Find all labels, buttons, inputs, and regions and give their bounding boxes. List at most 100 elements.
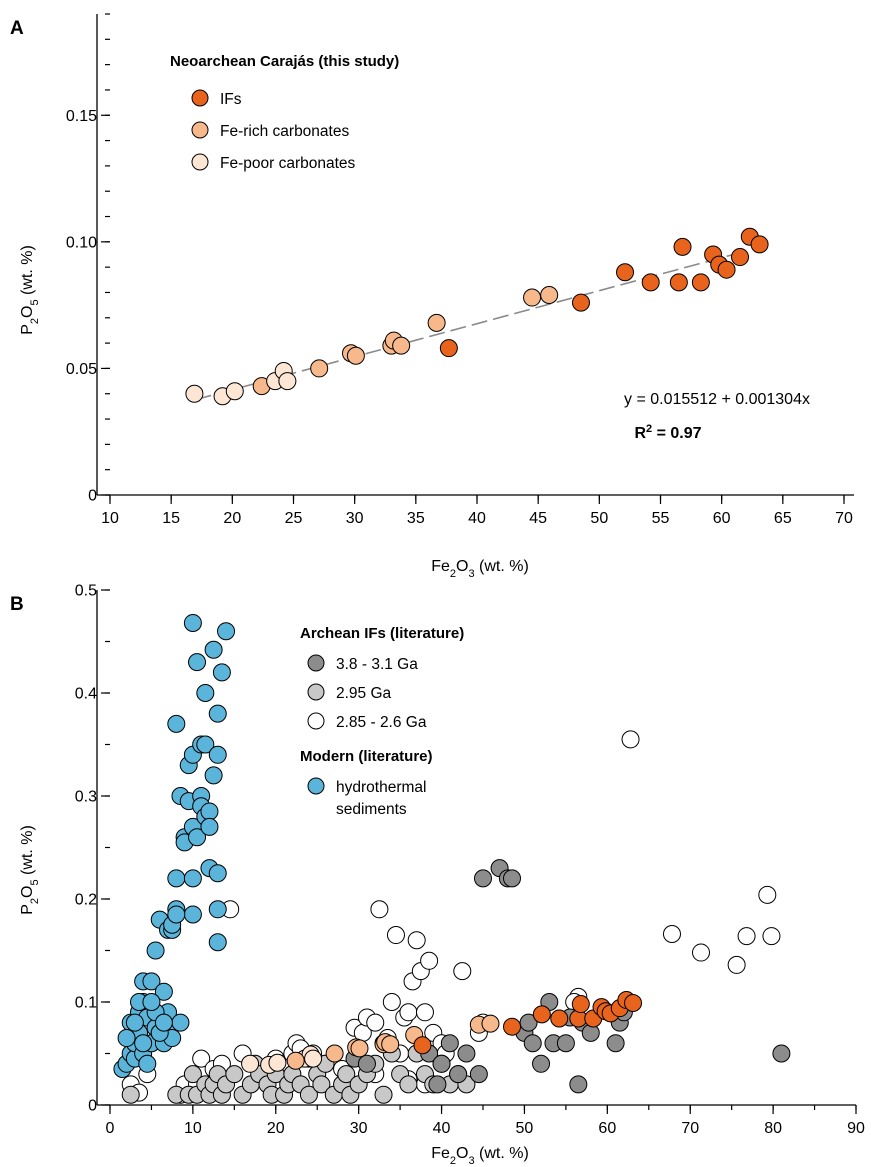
legend-b-label-2-85-ga: 2.85 - 2.6 Ga	[336, 714, 427, 731]
panel-a-x-ticks: 10 15 20 25 30 35 40 45 50 55 60 65 70	[101, 495, 853, 527]
point-hydrothermal-sediments	[171, 1013, 190, 1032]
point-3-8-3-1-ga	[428, 1075, 447, 1094]
x-tick-label: 45	[529, 510, 547, 527]
y-tick-label: 0	[88, 1098, 97, 1115]
point-2-85-2-6-ga	[453, 962, 472, 981]
point-fe-rich-carbonates	[392, 336, 411, 355]
panel-b-y-ticks: 0 0.1 0.2 0.3 0.4 0.5	[75, 583, 110, 1115]
legend-b-marker-3-8-ga	[307, 654, 325, 672]
point-fe-poor-carbonates	[185, 384, 204, 403]
point-ifs	[669, 273, 688, 292]
point-ifs	[503, 1017, 522, 1036]
point-3-8-3-1-ga	[772, 1044, 791, 1063]
point-hydrothermal-sediments	[142, 993, 161, 1011]
point-3-8-3-1-ga	[503, 869, 522, 888]
point-3-8-3-1-ga	[474, 869, 492, 888]
point-hydrothermal-sediments	[183, 613, 202, 632]
point-2-85-2-6-ga	[382, 993, 401, 1011]
point-ifs	[750, 235, 769, 254]
point-fe-rich-carbonates	[350, 1039, 369, 1058]
point-hydrothermal-sediments	[167, 905, 186, 924]
x-tick-label: 10	[101, 510, 119, 527]
point-hydrothermal-sediments	[188, 828, 207, 847]
point-hydrothermal-sediments	[188, 653, 207, 672]
point-hydrothermal-sediments	[142, 972, 161, 991]
y-tick-label: 0.5	[75, 583, 97, 600]
point-ifs	[691, 273, 710, 292]
panel-letter-b: B	[10, 594, 24, 615]
point-3-8-3-1-ga	[532, 1054, 551, 1073]
panel-b: B 0 0.1 0.2 0.3 0.4 0.5 0 10 20 30 40 50 60 70 80 90 F…	[10, 583, 865, 1167]
point-fe-rich-carbonates	[481, 1014, 500, 1033]
point-hydrothermal-sediments	[154, 982, 173, 1001]
panel-b-legend-modern: hydrothermal sediments	[307, 777, 426, 818]
panel-a-equation: y = 0.015512 + 0.001304x	[624, 391, 810, 408]
point-hydrothermal-sediments	[208, 704, 227, 723]
x-tick-label: 60	[713, 510, 731, 527]
point-fe-rich-carbonates	[381, 1035, 400, 1054]
x-tick-label: 70	[681, 1120, 699, 1137]
point-hydrothermal-sediments	[154, 1013, 173, 1032]
x-tick-label: 0	[106, 1120, 115, 1137]
point-fe-rich-carbonates	[523, 288, 542, 307]
point-fe-poor-carbonates	[268, 1053, 287, 1072]
legend-b-marker-hydrothermal	[307, 777, 325, 795]
panel-a: A 0 0.05 0.10 0.15 10 15 20 25 30 35 40 45 50 55 60 65…	[10, 13, 854, 580]
legend-a-label-fe-poor: Fe-poor carbonates	[220, 155, 356, 172]
point-3-8-3-1-ga	[469, 1065, 488, 1084]
point-hydrothermal-sediments	[134, 1034, 153, 1053]
x-tick-label: 80	[764, 1120, 782, 1137]
point-hydrothermal-sediments	[167, 869, 186, 888]
panel-a-y-ticks: 0 0.05 0.10 0.15	[66, 13, 110, 505]
point-2-85-2-6-ga	[399, 1003, 418, 1022]
point-hydrothermal-sediments	[196, 735, 215, 754]
point-3-8-3-1-ga	[556, 1034, 575, 1053]
point-3-8-3-1-ga	[432, 1054, 451, 1073]
panel-b-points	[113, 613, 791, 1104]
point-2-85-2-6-ga	[737, 927, 756, 946]
x-tick-label: 55	[652, 510, 670, 527]
legend-a-label-fe-rich: Fe-rich carbonates	[220, 123, 349, 140]
legend-b-label-hydrothermal-1: hydrothermal	[336, 779, 426, 796]
legend-b-label-hydrothermal-2: sediments	[336, 801, 407, 818]
point-ifs	[571, 995, 590, 1014]
legend-b-marker-2-85-ga	[307, 712, 325, 730]
point-2-95-ga	[225, 1065, 244, 1084]
x-tick-label: 20	[223, 510, 241, 527]
x-tick-label: 90	[847, 1120, 865, 1137]
point-3-8-3-1-ga	[606, 1034, 625, 1053]
x-tick-label: 30	[346, 510, 364, 527]
y-tick-label: 0.3	[75, 789, 97, 806]
point-hydrothermal-sediments	[208, 933, 227, 952]
legend-a-marker-ifs	[191, 89, 209, 107]
panel-a-y-axis-title: P2O5 (wt. %)	[19, 245, 41, 335]
panel-a-points	[185, 227, 769, 406]
panel-letter-a: A	[10, 18, 24, 39]
point-hydrothermal-sediments	[208, 864, 227, 883]
panel-b-y-axis-title: P2O5 (wt. %)	[19, 825, 41, 915]
r2-value: = 0.97	[652, 425, 701, 442]
point-ifs	[731, 248, 750, 267]
point-2-95-ga	[299, 1085, 318, 1104]
legend-b-marker-2-95-ga	[307, 683, 325, 701]
x-tick-label: 40	[468, 510, 486, 527]
y-tick-label: 0	[88, 488, 97, 505]
point-ifs	[641, 273, 660, 292]
point-hydrothermal-sediments	[212, 663, 231, 682]
legend-a-label-ifs: IFs	[220, 91, 242, 108]
point-3-8-3-1-ga	[519, 1013, 538, 1032]
point-fe-poor-carbonates	[278, 372, 297, 391]
point-fe-rich-carbonates	[427, 313, 446, 332]
r2-label: R	[634, 425, 646, 442]
point-2-85-2-6-ga	[192, 1049, 211, 1068]
legend-a-marker-fe-rich	[191, 121, 209, 139]
point-2-95-ga	[399, 1075, 418, 1094]
panel-b-legend-archean: 3.8 - 3.1 Ga 2.95 Ga 2.85 - 2.6 Ga	[307, 654, 427, 731]
point-2-85-2-6-ga	[762, 927, 781, 946]
r2-superscript: 2	[646, 423, 652, 435]
point-2-85-2-6-ga	[621, 730, 640, 749]
point-hydrothermal-sediments	[200, 802, 219, 821]
panel-b-legend-heading-modern: Modern (literature)	[300, 748, 433, 765]
point-hydrothermal-sediments	[208, 745, 227, 764]
point-2-85-2-6-ga	[758, 885, 777, 904]
